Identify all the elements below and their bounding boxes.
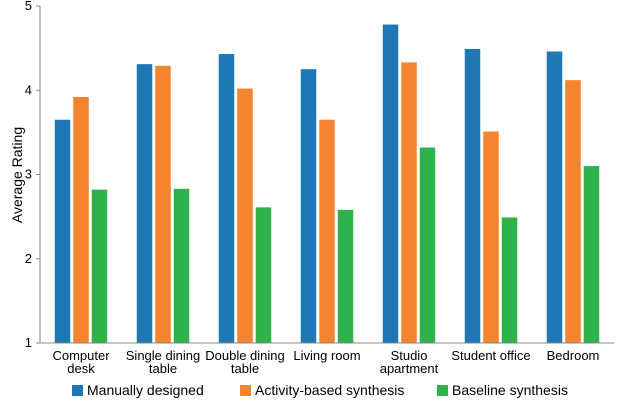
bar-manually-designed-3	[300, 69, 317, 343]
bar-baseline-synthesis-6	[583, 166, 600, 343]
bar-manually-designed-0	[54, 119, 71, 343]
x-tick-label: Studio apartment	[380, 348, 439, 376]
x-tick-label-line: apartment	[380, 361, 439, 376]
y-tick-label: 1	[25, 335, 32, 350]
bar-baseline-synthesis-1	[173, 188, 190, 343]
x-tick-label-line: Computer	[52, 348, 110, 363]
legend-label-2: Baseline synthesis	[452, 382, 568, 398]
legend-swatch-1	[240, 385, 251, 396]
y-tick-label: 3	[25, 167, 32, 182]
y-tick-label: 2	[25, 251, 32, 266]
bar-manually-designed-1	[136, 64, 153, 343]
x-tick-label: Bedroom	[547, 348, 600, 363]
bar-manually-designed-6	[546, 51, 563, 344]
legend-label-1: Activity-based synthesis	[255, 382, 404, 398]
bar-baseline-synthesis-3	[337, 209, 354, 343]
bar-baseline-synthesis-5	[501, 217, 518, 343]
bar-activity-based-synthesis-3	[319, 119, 335, 343]
x-tick-label: Single dining table	[126, 348, 200, 376]
bar-activity-based-synthesis-5	[483, 131, 499, 343]
x-tick-label-line: Bedroom	[547, 348, 600, 363]
bar-activity-based-synthesis-1	[155, 65, 171, 343]
x-tick-label-line: Living room	[293, 348, 360, 363]
legend-label-0: Manually designed	[87, 382, 204, 398]
x-tick-label-line: desk	[67, 361, 95, 376]
x-tick-label: Student office	[451, 348, 530, 363]
x-tick-label-line: Student office	[451, 348, 530, 363]
plot-area	[54, 24, 600, 344]
x-tick-label-line: Studio	[391, 348, 428, 363]
y-tick-label: 4	[25, 82, 32, 97]
y-axis: 1 2 3 4 5	[25, 0, 41, 350]
bar-activity-based-synthesis-0	[73, 96, 89, 344]
bar-manually-designed-5	[464, 48, 481, 343]
legend-swatch-2	[437, 385, 448, 396]
x-tick-label-line: Single dining	[126, 348, 200, 363]
bar-activity-based-synthesis-2	[237, 88, 253, 343]
x-tick-label: Double dining table	[205, 348, 285, 376]
legend: Manually designed Activity-based synthesi…	[72, 382, 568, 398]
x-tick-label-line: Double dining	[205, 348, 285, 363]
x-tick-label-line: table	[231, 361, 259, 376]
bar-manually-designed-4	[382, 24, 399, 343]
x-tick-label: Computer desk	[52, 348, 110, 376]
bar-baseline-synthesis-2	[255, 207, 272, 343]
bar-activity-based-synthesis-4	[401, 62, 417, 343]
bar-baseline-synthesis-4	[419, 147, 436, 343]
bar-activity-based-synthesis-6	[565, 80, 581, 343]
y-axis-title: Average Rating	[9, 127, 25, 223]
bar-baseline-synthesis-0	[91, 189, 108, 343]
x-tick-label: Living room	[293, 348, 360, 363]
bar-manually-designed-2	[218, 54, 235, 344]
y-tick-label: 5	[25, 0, 32, 13]
x-tick-label-line: table	[149, 361, 177, 376]
legend-swatch-0	[72, 385, 83, 396]
